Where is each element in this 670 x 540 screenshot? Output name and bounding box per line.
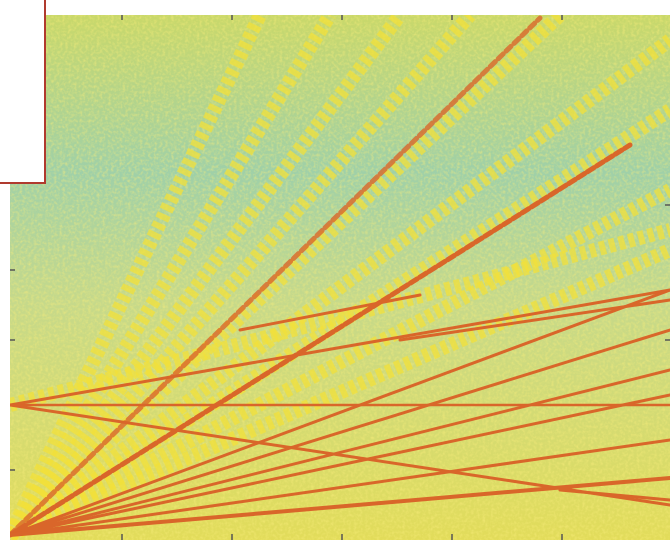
plot-area [10, 15, 670, 540]
page [0, 0, 670, 540]
inset-box [0, 0, 45, 183]
spectrogram-figure [0, 0, 670, 540]
